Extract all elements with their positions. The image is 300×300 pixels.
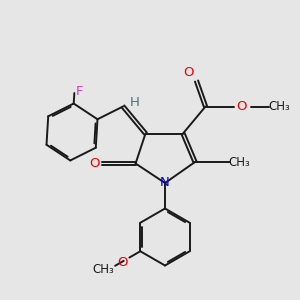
Text: F: F: [76, 85, 83, 98]
Text: H: H: [130, 96, 139, 109]
Text: O: O: [236, 100, 247, 113]
Text: O: O: [89, 157, 100, 170]
Text: N: N: [160, 176, 169, 190]
Text: O: O: [118, 256, 128, 268]
Text: CH₃: CH₃: [268, 100, 290, 113]
Text: CH₃: CH₃: [229, 155, 250, 169]
Text: CH₃: CH₃: [93, 263, 115, 276]
Text: O: O: [184, 65, 194, 79]
